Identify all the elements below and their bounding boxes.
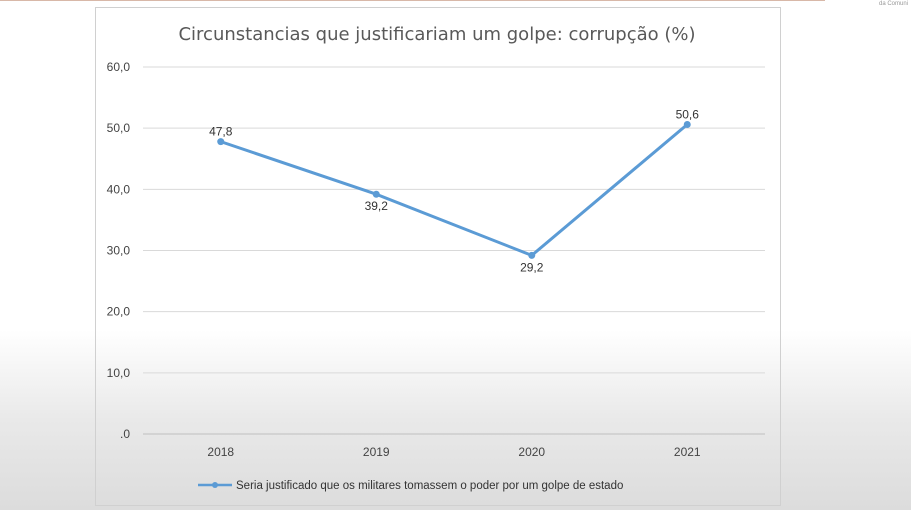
data-point [372,190,380,198]
data-labels: 47,8 39,2 29,2 50,6 [209,107,699,274]
top-border-line [0,0,825,1]
chart-frame [95,7,781,506]
data-point [217,138,225,146]
x-tick-label: 2021 [674,445,701,459]
y-tick-label: 30,0 [107,244,131,258]
y-tick-label: 20,0 [107,305,131,319]
gridlines [143,66,765,435]
x-tick-label: 2018 [207,445,234,459]
series-line [220,123,689,257]
x-tick-label: 2019 [363,445,390,459]
y-tick-label: 60,0 [107,60,131,74]
legend: Seria justificado que os militares tomas… [198,480,623,492]
corner-label: da Comuni [878,1,908,7]
data-label: 39,2 [365,199,389,213]
data-label: 50,6 [676,107,700,121]
data-point [683,120,691,128]
y-tick-label: 50,0 [107,121,131,135]
series-group [217,120,691,259]
chart-title: Circunstancias que justificariam um golp… [178,24,695,45]
x-axis-ticks: 2018 2019 2020 2021 [207,445,701,459]
data-label: 47,8 [209,125,233,139]
y-tick-label: 10,0 [107,366,131,380]
y-axis-ticks: .0 10,0 20,0 30,0 40,0 50,0 60,0 [107,60,131,441]
data-label: 29,2 [520,260,544,274]
y-tick-label: .0 [120,427,130,441]
data-point [528,251,536,259]
legend-marker [212,482,218,488]
y-tick-label: 40,0 [107,182,131,196]
legend-label: Seria justificado que os militares tomas… [236,480,623,492]
x-tick-label: 2020 [518,445,545,459]
